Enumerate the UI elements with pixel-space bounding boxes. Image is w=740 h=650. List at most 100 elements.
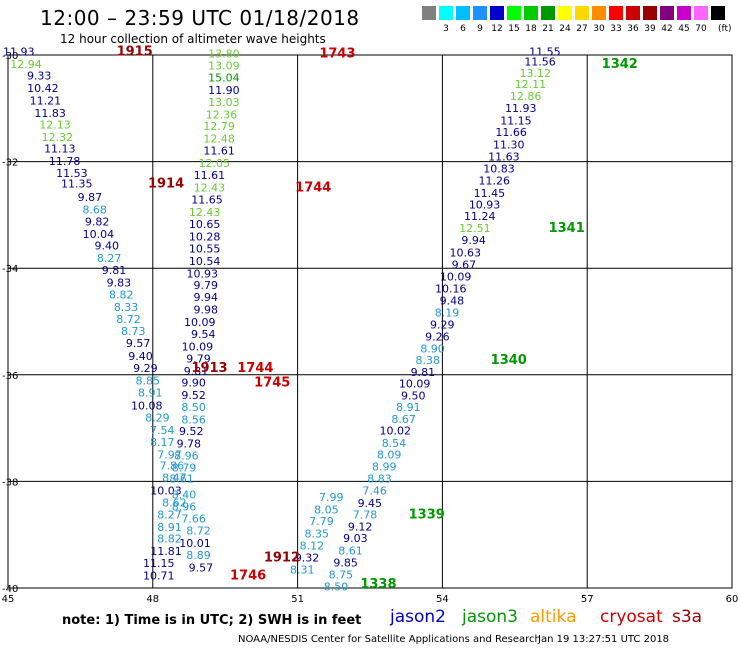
swh-value: 12.94 [10,58,42,71]
swh-value: 8.12 [300,540,325,553]
legend-swatch [456,6,470,20]
chart-subtitle: 12 hour collection of altimeter wave hei… [60,32,326,46]
swh-value: 11.61 [203,145,235,158]
swh-value: 11.81 [150,545,182,558]
swh-value: 9.48 [440,294,465,307]
swh-value: 9.33 [27,70,52,83]
swh-value: 7.86 [160,460,185,473]
swh-value: 10.63 [450,246,482,259]
swh-value: 11.26 [478,175,510,188]
time-label: 1745 [254,376,290,391]
swh-value: 7.46 [362,485,387,498]
swh-value: 9.52 [179,425,204,438]
swh-value: 7.97 [157,448,182,461]
swh-value: 13.80 [208,48,240,61]
swh-value: 12.05 [199,157,231,170]
swh-value: 13.03 [208,96,240,109]
swh-value: 8.29 [145,412,170,425]
satellite-name-cryosat: cryosat [600,607,663,627]
swh-value: 10.03 [150,485,182,498]
swh-value: 11.30 [493,138,525,151]
swh-value: 11.13 [44,143,76,156]
swh-value: 8.82 [109,289,134,302]
note-text: note: 1) Time is in UTC; 2) SWH is in fe… [62,613,362,628]
swh-value: 9.83 [107,276,132,289]
legend-swatch [643,6,657,20]
swh-value: 9.94 [461,234,486,247]
swh-value: 12.32 [42,131,74,144]
swh-value: 8.61 [169,472,194,485]
swh-value: 11.55 [529,46,561,59]
time-label: 1744 [237,361,273,376]
swh-value: 9.85 [333,557,358,570]
legend-label: 39 [644,24,656,34]
legend-label: 21 [542,24,554,34]
swh-value: 12.48 [203,132,235,145]
swh-value: 10.01 [179,537,211,550]
swh-value: 8.89 [186,549,211,562]
swh-value: 9.98 [193,304,218,317]
swh-value: 12.36 [206,108,238,121]
swh-value: 10.71 [143,569,175,582]
swh-value: 10.08 [131,399,163,412]
swh-value: 10.55 [189,243,221,256]
swh-value: 10.28 [189,230,221,243]
swh-value: 7.66 [181,512,206,525]
legend-swatch [575,6,589,20]
swh-value: 9.81 [411,366,436,379]
swh-value: 8.50 [181,401,206,414]
swh-value: 8.67 [391,413,416,426]
swh-value: 11.45 [474,187,506,200]
swh-value: 8.38 [415,354,440,367]
satellite-name-s3a: s3a [672,607,703,627]
swh-value: 10.93 [186,267,218,280]
swh-value: 10.93 [469,199,501,212]
swh-value: 7.54 [150,424,175,437]
chart-title: 12:00 – 23:59 UTC 01/18/2018 [40,6,360,30]
time-label: 1743 [319,47,355,62]
swh-value: 10.83 [483,162,515,175]
swh-value: 9.54 [191,328,216,341]
time-label: 1913 [191,361,227,376]
swh-value: 9.12 [348,520,373,533]
y-tick-label: -30 [2,51,18,62]
swh-value: 12.51 [459,222,491,235]
swh-value: 12.13 [39,119,71,132]
legend-label: 33 [610,24,622,34]
satellite-name-altika: altika [530,607,577,627]
swh-value: 8.68 [82,203,107,216]
legend-swatch [473,6,487,20]
legend-swatch [626,6,640,20]
swh-value: 13.09 [208,59,240,72]
swh-value: 11.53 [56,167,88,180]
swh-value: 8.33 [114,301,139,314]
swh-value: 9.57 [126,337,151,350]
swh-value: 8.96 [172,501,197,514]
legend-swatch [609,6,623,20]
swh-value: 8.96 [174,450,199,463]
swh-value: 10.09 [399,378,431,391]
swh-value: 7.99 [319,491,344,504]
swh-value: 8.47 [162,471,187,484]
swh-value: 8.17 [150,436,175,449]
swh-value: 9.03 [343,532,368,545]
swh-value: 9.29 [133,362,158,375]
satellite-name-jason2: jason2 [390,607,446,627]
swh-value: 11.83 [34,107,66,120]
swh-value: 8.05 [314,503,339,516]
legend-label: 24 [559,24,571,34]
swh-value: 10.09 [182,340,214,353]
y-tick-label: -34 [2,264,18,275]
swh-value: 9.90 [181,377,206,390]
swh-value: 8.79 [172,461,197,474]
legend-unit: (ft) [718,24,732,34]
legend-label: 3 [443,24,449,34]
swh-value: 10.65 [189,218,221,231]
legend-label: 70 [695,24,707,34]
legend-label: 9 [477,24,483,34]
swh-value: 9.94 [193,291,218,304]
swh-value: 11.21 [30,95,62,108]
time-label: 1912 [264,550,300,565]
legend-label: 36 [627,24,639,34]
swh-value: 11.90 [208,84,240,97]
